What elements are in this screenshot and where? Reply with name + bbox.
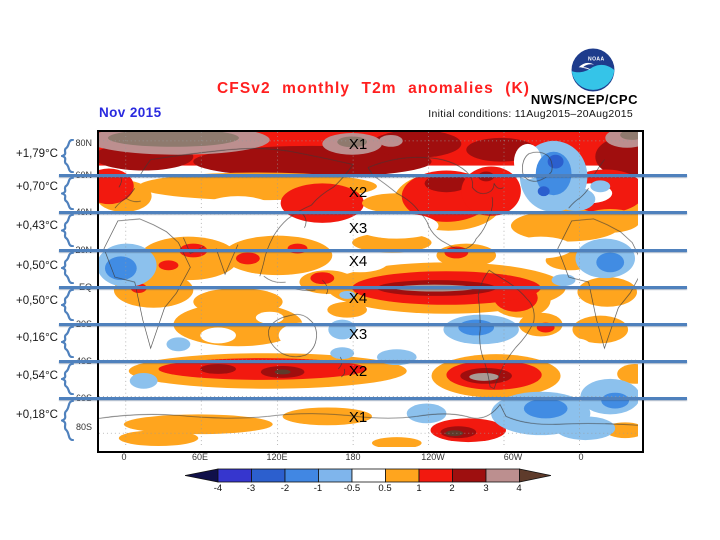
colorbar-tick-label: 1	[416, 483, 422, 494]
band-mult-label: X1	[348, 409, 368, 426]
colorbar-tick-label: -4	[213, 483, 223, 494]
colorbar-tick-label: -2	[280, 483, 290, 494]
band-temp-label: +0,18°C	[15, 409, 58, 421]
band-line-20s	[59, 323, 687, 326]
band-temp-label: +0,54°C	[15, 370, 58, 382]
band-line-60n	[59, 174, 687, 177]
colorbar-tick-label: 3	[483, 483, 489, 494]
colorbar	[184, 468, 552, 483]
org-label: NWS/NCEP/CPC	[530, 92, 638, 107]
initial-conditions-label: Initial conditions: 11Aug2015–20Aug2015	[428, 108, 633, 120]
brace-icon	[61, 400, 75, 441]
lon-label: 0	[578, 452, 584, 462]
band-line-60s	[59, 397, 687, 400]
brace-icon	[61, 363, 75, 395]
page-title: CFSv2 monthly T2m anomalies (K)	[216, 80, 531, 97]
lon-label: 0	[121, 452, 127, 462]
lon-label: 60W	[503, 452, 523, 462]
colorbar-tick-label: -3	[246, 483, 256, 494]
colorbar-tick-label: 2	[449, 483, 455, 494]
noaa-logo-icon: NOAA	[571, 48, 615, 92]
band-temp-label: +0,50°C	[15, 260, 58, 272]
band-mult-label: X4	[348, 290, 368, 307]
lon-label: 120W	[421, 452, 445, 462]
band-mult-label: X4	[348, 253, 368, 270]
lat-label: 80S	[75, 422, 92, 432]
band-line-eq	[59, 286, 687, 289]
band-mult-label: X1	[348, 136, 368, 153]
brace-icon	[61, 289, 75, 321]
band-line-20n	[59, 249, 687, 252]
band-mult-label: X3	[348, 220, 368, 237]
band-mult-label: X2	[348, 184, 368, 201]
brace-icon	[61, 139, 75, 173]
band-temp-label: +0,70°C	[15, 181, 58, 193]
brace-icon	[61, 214, 75, 247]
colorbar-tick-label: 0.5	[378, 483, 392, 494]
band-temp-label: +0,43°C	[15, 220, 58, 232]
band-line-40s	[59, 360, 687, 363]
band-temp-label: +0,50°C	[15, 295, 58, 307]
lon-label: 180	[345, 452, 361, 462]
anomaly-shading	[99, 132, 638, 447]
brace-icon	[61, 177, 75, 210]
lon-label: 60E	[191, 452, 208, 462]
band-mult-label: X3	[348, 326, 368, 343]
band-temp-label: +0,16°C	[15, 332, 58, 344]
band-temp-label: +1,79°C	[15, 148, 58, 160]
forecast-month-label: Nov 2015	[99, 105, 162, 120]
lat-label: 80N	[75, 138, 92, 148]
svg-text:NOAA: NOAA	[588, 57, 605, 63]
brace-icon	[61, 326, 75, 358]
colorbar-tick-label: -1	[313, 483, 323, 494]
colorbar-tick-label: 4	[516, 483, 522, 494]
band-line-40n	[59, 211, 687, 214]
lon-label: 120E	[266, 452, 288, 462]
brace-icon	[61, 252, 75, 284]
colorbar-tick-label: -0.5	[343, 483, 361, 494]
band-mult-label: X2	[348, 363, 368, 380]
